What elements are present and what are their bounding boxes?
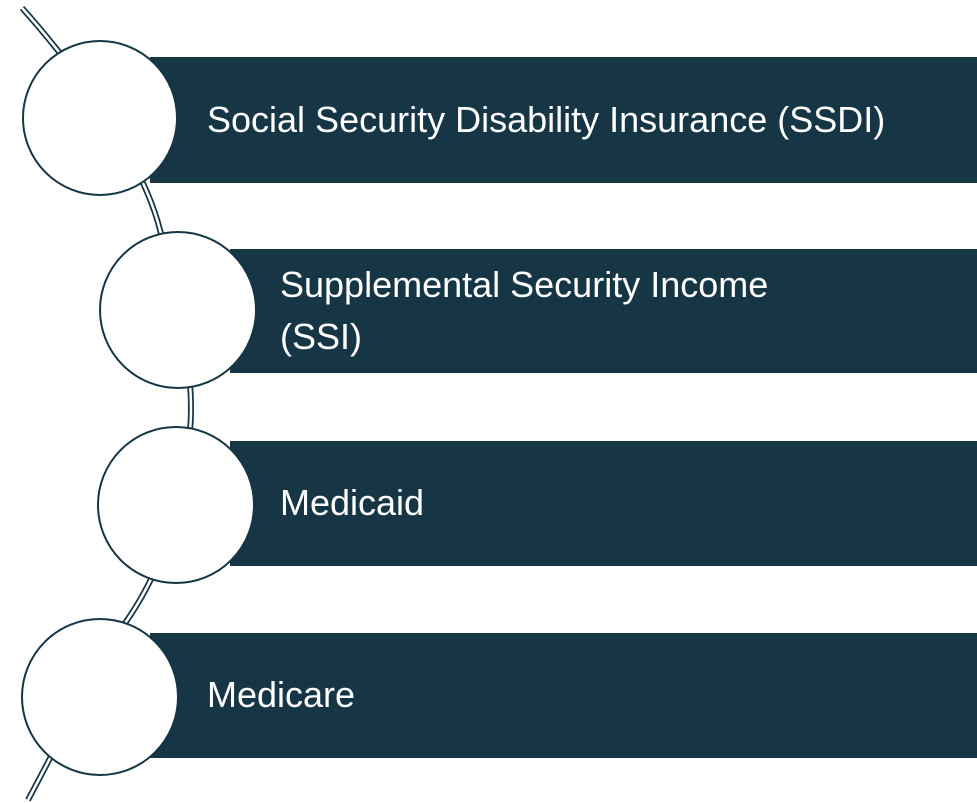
item-label: Supplemental Security Income (SSI)	[280, 263, 769, 357]
item-bar	[230, 249, 977, 373]
item-label: Social Security Disability Insurance (SS…	[207, 98, 886, 140]
item-circle	[99, 231, 257, 389]
item-circle	[22, 40, 178, 196]
item-bar	[150, 633, 977, 758]
item-box: Medicare	[207, 633, 907, 758]
item-bar	[230, 441, 977, 566]
item-box: Medicaid	[280, 441, 880, 566]
item-label: Medicare	[207, 674, 356, 716]
item-circle	[97, 426, 255, 584]
item-box: Supplemental Security Income (SSI)	[280, 249, 860, 373]
item-label: Medicaid	[280, 482, 425, 524]
item-box: Social Security Disability Insurance (SS…	[207, 57, 897, 183]
item-bar	[150, 57, 977, 183]
item-circle	[21, 618, 179, 776]
